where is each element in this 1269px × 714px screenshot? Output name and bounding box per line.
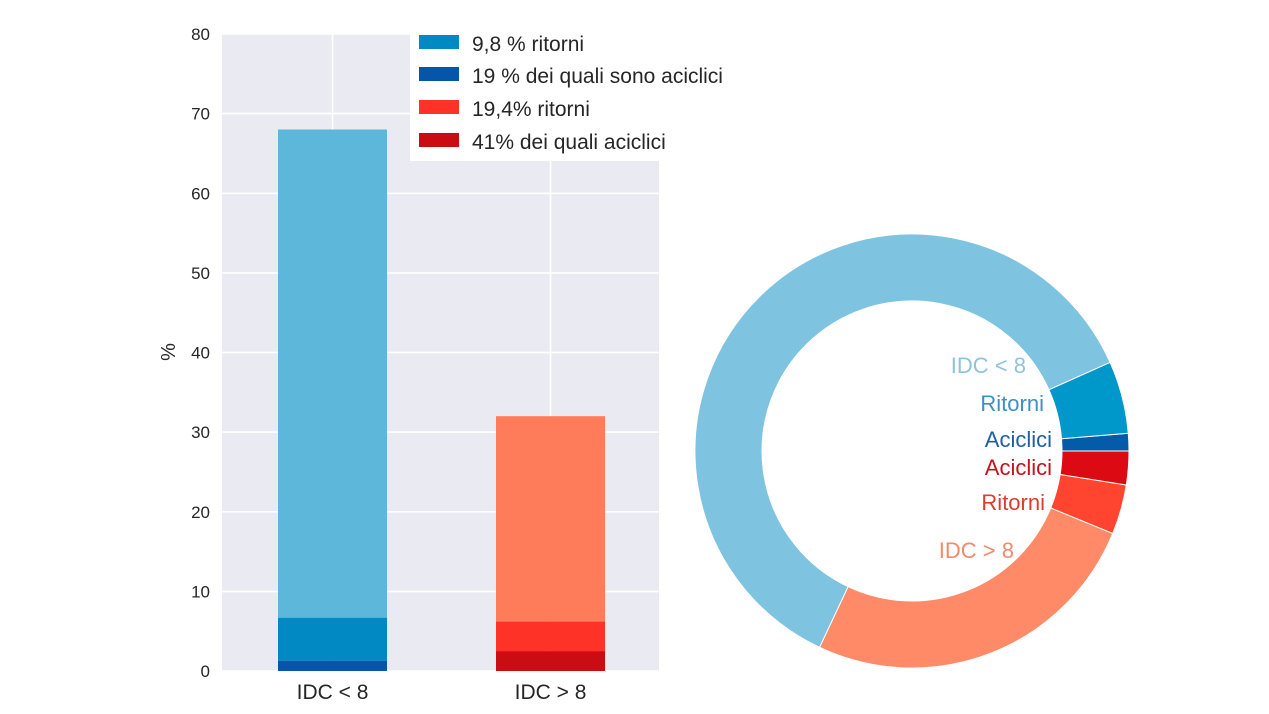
bar-segment-aciclici (496, 651, 605, 671)
bar-segment-idc-lt-8 (278, 129, 387, 618)
y-tick: 20 (191, 503, 210, 522)
y-tick: 60 (191, 184, 210, 203)
legend-label: 41% dei quali aciclici (472, 131, 666, 154)
y-tick: 80 (191, 25, 210, 44)
y-tick: 70 (191, 105, 210, 124)
legend-entry: 9,8 % ritorni (419, 33, 584, 56)
donut-chart (694, 233, 1130, 669)
donut-slice-aciclici-5 (1059, 450, 1130, 486)
y-axis-label: % (158, 343, 180, 361)
legend-label: 19 % dei quali sono aciclici (472, 65, 723, 88)
legend-swatch (419, 35, 459, 49)
legend-swatch (419, 133, 459, 147)
donut-label-ritorni-red: Ritorni (981, 490, 1045, 515)
bar-segment-aciclici (278, 660, 387, 671)
legend-entry: 19 % dei quali sono aciclici (419, 65, 723, 88)
y-tick: 10 (191, 582, 210, 601)
bar-chart: 0 10 20 30 40 50 60 70 80 % IDC < 8 IDC … (158, 25, 780, 704)
legend: 9,8 % ritorni 19 % dei quali sono acicli… (410, 27, 780, 161)
legend-box (410, 27, 780, 161)
bar-idc-lt-8 (278, 129, 387, 671)
donut-slice-idc-8-2 (694, 233, 1111, 649)
y-tick: 30 (191, 423, 210, 442)
bar-idc-gt-8 (496, 416, 605, 671)
y-tick: 40 (191, 344, 210, 363)
legend-entry: 19,4% ritorni (419, 98, 590, 121)
bar-segment-idc-gt-8 (496, 416, 605, 622)
donut-label-idc-gt-8: IDC > 8 (939, 538, 1014, 563)
donut-label-idc-lt-8: IDC < 8 (951, 353, 1026, 378)
donut-label-ritorni-blue: Ritorni (980, 391, 1044, 416)
x-tick: IDC > 8 (515, 681, 587, 704)
bar-segment-ritorni (496, 621, 605, 652)
donut-labels: IDC < 8 Ritorni Aciclici Aciclici Ritorn… (939, 353, 1052, 563)
legend-label: 19,4% ritorni (472, 98, 590, 121)
donut-slice-idc-8-3 (818, 507, 1114, 669)
donut-label-aciclici-red: Aciclici (985, 455, 1052, 480)
bar-segment-ritorni (278, 617, 387, 661)
y-tick: 0 (201, 662, 210, 681)
y-tick: 50 (191, 264, 210, 283)
legend-label: 9,8 % ritorni (472, 33, 584, 56)
legend-swatch (419, 100, 459, 114)
x-axis: IDC < 8 IDC > 8 (297, 681, 587, 704)
donut-label-aciclici-blue: Aciclici (985, 427, 1052, 452)
legend-swatch (419, 67, 459, 81)
x-tick: IDC < 8 (297, 681, 369, 704)
y-axis: 0 10 20 30 40 50 60 70 80 (191, 25, 210, 681)
legend-entry: 41% dei quali aciclici (419, 131, 666, 154)
